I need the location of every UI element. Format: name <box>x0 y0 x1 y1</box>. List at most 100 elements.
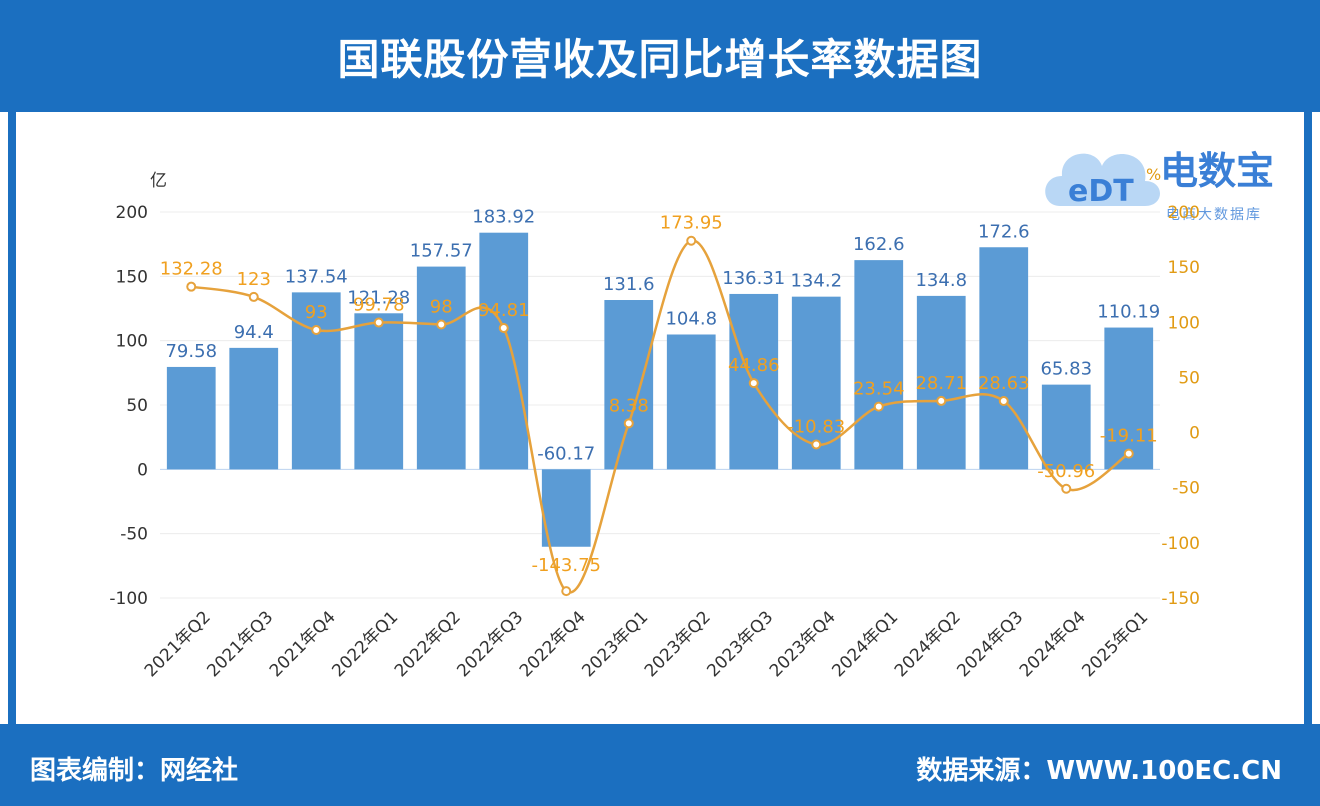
bar <box>1041 384 1091 470</box>
growth-point <box>936 395 947 406</box>
bar-value-label: 79.58 <box>165 341 217 362</box>
growth-point <box>186 281 197 292</box>
growth-value-label: 44.86 <box>728 355 780 376</box>
left-tick-label: 0 <box>137 460 148 480</box>
left-axis-unit: 亿 <box>150 171 167 191</box>
growth-point <box>311 325 322 336</box>
left-tick-label: 150 <box>116 267 148 287</box>
x-tick-label: 2022年Q3 <box>453 607 527 681</box>
growth-point <box>998 395 1009 406</box>
growth-point <box>498 323 509 334</box>
growth-value-label: 94.81 <box>478 300 530 321</box>
growth-point <box>623 418 634 429</box>
x-tick-label: 2024年Q4 <box>1016 607 1090 681</box>
bar-value-label: 157.57 <box>410 241 473 262</box>
bar <box>541 469 591 547</box>
cloud-logo-icon: eDT <box>1045 153 1160 209</box>
right-tick-label: 200 <box>1168 203 1200 223</box>
growth-value-label: 173.95 <box>660 213 723 234</box>
x-tick-label: 2025年Q1 <box>1078 607 1152 681</box>
bar <box>1104 327 1154 470</box>
footer-banner: 图表编制：网经社 数据来源：WWW.100EC.CN <box>0 724 1320 806</box>
title-banner: 国联股份营收及同比增长率数据图 <box>0 0 1320 112</box>
bar-value-label: 104.8 <box>665 308 717 329</box>
growth-value-label: 132.28 <box>160 259 223 280</box>
growth-value-label: 98 <box>430 296 453 317</box>
bar-value-label: 121.28 <box>347 287 410 308</box>
growth-value-label: 99.78 <box>353 295 405 316</box>
growth-point <box>248 291 259 302</box>
bar <box>416 266 466 470</box>
growth-value-label: 28.71 <box>915 373 967 394</box>
x-tick-label: 2023年Q1 <box>578 607 652 681</box>
x-tick-label: 2021年Q4 <box>266 607 340 681</box>
growth-point <box>1061 483 1072 494</box>
bar-value-label: 162.6 <box>853 234 905 255</box>
x-tick-label: 2021年Q2 <box>141 607 215 681</box>
plot-area <box>8 112 1312 724</box>
left-tick-label: -100 <box>109 589 148 609</box>
growth-value-label: 93 <box>305 302 328 323</box>
left-tick-label: 200 <box>116 203 148 223</box>
growth-value-label: -50.96 <box>1037 461 1095 482</box>
right-tick-label: 50 <box>1178 368 1200 388</box>
right-tick-label: -150 <box>1161 589 1200 609</box>
growth-point <box>1123 448 1134 459</box>
x-tick-label: 2024年Q1 <box>828 607 902 681</box>
growth-point <box>873 401 884 412</box>
x-tick-label: 2023年Q3 <box>703 607 777 681</box>
bar <box>979 247 1029 470</box>
x-tick-label: 2024年Q3 <box>953 607 1027 681</box>
x-tick-label: 2021年Q3 <box>203 607 277 681</box>
bar <box>354 313 404 470</box>
footer-credit: 图表编制：网经社 <box>30 756 239 786</box>
chart-title: 国联股份营收及同比增长率数据图 <box>337 34 983 84</box>
right-tick-label: 100 <box>1168 313 1200 333</box>
logo-subtitle: 电商大数据库 <box>1166 207 1262 223</box>
growth-point <box>561 586 572 597</box>
bar-value-label: 65.83 <box>1040 359 1092 380</box>
bar-value-label: 94.4 <box>234 322 274 343</box>
right-axis-unit: % <box>1146 165 1161 184</box>
growth-value-label: -19.11 <box>1100 426 1158 447</box>
bar-value-label: 172.6 <box>978 221 1030 242</box>
bar <box>229 347 279 470</box>
logo-badge: eDT <box>1068 174 1134 209</box>
bar-value-label: 134.2 <box>790 271 842 292</box>
x-tick-label: 2022年Q1 <box>328 607 402 681</box>
growth-point <box>748 378 759 389</box>
growth-value-label: -143.75 <box>532 555 601 576</box>
bar <box>166 366 216 470</box>
bar <box>479 232 529 470</box>
growth-point <box>373 317 384 328</box>
x-tick-label: 2023年Q2 <box>641 607 715 681</box>
right-tick-label: -50 <box>1172 479 1200 499</box>
bar-value-label: 137.54 <box>285 266 348 287</box>
x-tick-label: 2024年Q2 <box>891 607 965 681</box>
bar-value-label: 134.8 <box>915 270 967 291</box>
growth-value-label: 8.38 <box>609 395 649 416</box>
growth-value-label: -10.83 <box>787 417 845 438</box>
growth-point <box>686 235 697 246</box>
right-tick-label: 0 <box>1189 424 1200 444</box>
left-tick-label: 50 <box>126 396 148 416</box>
growth-point <box>436 319 447 330</box>
growth-value-label: 28.63 <box>978 373 1030 394</box>
x-tick-label: 2023年Q4 <box>766 607 840 681</box>
growth-value-label: 23.54 <box>853 379 905 400</box>
bar <box>604 300 654 470</box>
logo-brand: 电数宝 <box>1160 149 1275 193</box>
growth-point <box>811 439 822 450</box>
bar <box>666 334 716 470</box>
bar-value-label: 110.19 <box>1097 302 1160 323</box>
bar <box>916 295 966 470</box>
left-tick-label: 100 <box>116 332 148 352</box>
x-tick-label: 2022年Q4 <box>516 607 590 681</box>
bar-value-label: 131.6 <box>603 274 655 295</box>
growth-value-label: 123 <box>237 269 271 290</box>
footer-source: 数据来源：WWW.100EC.CN <box>916 756 1282 786</box>
bar-value-label: -60.17 <box>537 443 595 464</box>
bar-value-label: 183.92 <box>472 207 535 228</box>
bar-value-label: 136.31 <box>722 268 785 289</box>
